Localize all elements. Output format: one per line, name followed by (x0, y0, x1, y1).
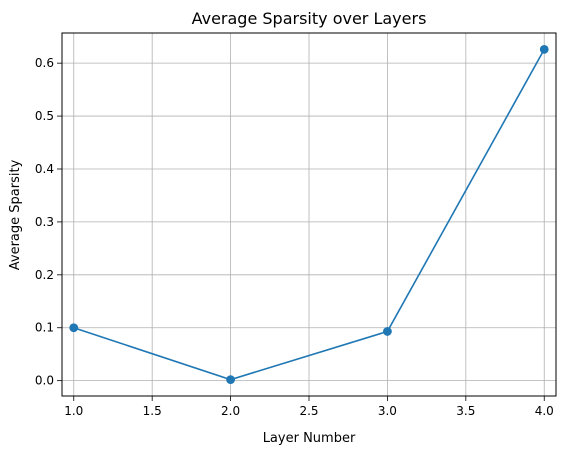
data-point (226, 375, 235, 384)
y-tick-label: 0.3 (35, 215, 54, 229)
y-tick-label: 0.6 (35, 56, 54, 70)
data-point (383, 327, 392, 336)
y-tick-label: 0.5 (35, 109, 54, 123)
x-tick-label: 1.5 (143, 404, 162, 418)
chart-title: Average Sparsity over Layers (192, 9, 427, 28)
y-tick-label: 0.2 (35, 268, 54, 282)
x-tick-label: 4.0 (535, 404, 554, 418)
data-point (540, 45, 549, 54)
x-axis-label: Layer Number (263, 431, 356, 446)
x-tick-label: 3.5 (456, 404, 475, 418)
y-tick-label: 0.1 (35, 321, 54, 335)
y-tick-label: 0.0 (35, 374, 54, 388)
data-point (69, 323, 78, 332)
x-tick-label: 3.0 (378, 404, 397, 418)
y-tick-label: 0.4 (35, 162, 54, 176)
x-tick-label: 2.0 (221, 404, 240, 418)
x-tick-label: 1.0 (64, 404, 83, 418)
x-tick-label: 2.5 (299, 404, 318, 418)
y-axis-label: Average Sparsity (8, 159, 23, 270)
